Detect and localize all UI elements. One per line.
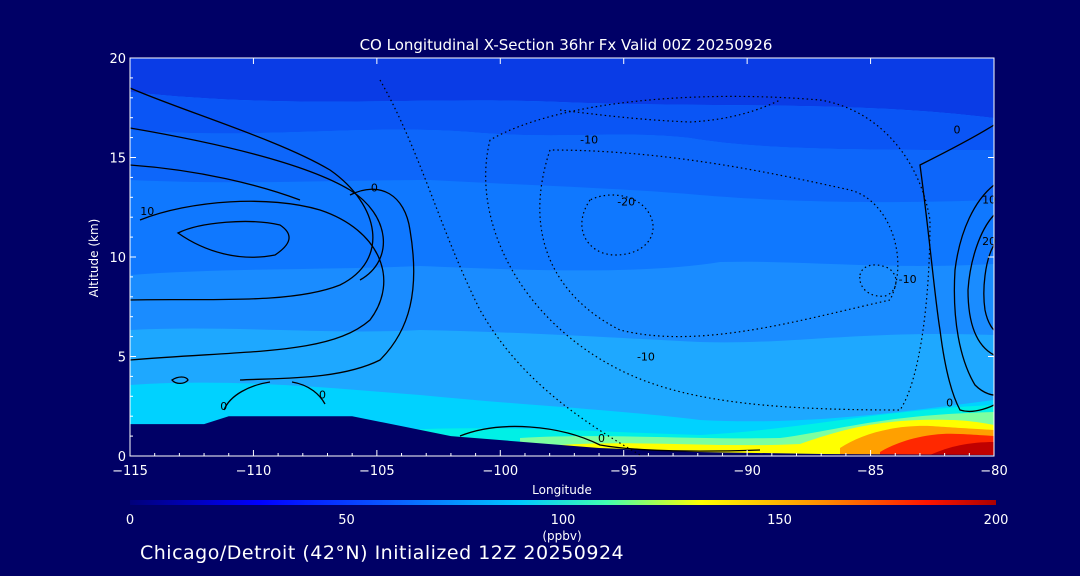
contour-surface-zero: [459, 425, 761, 452]
contour-east-inner-2: [967, 214, 994, 356]
colorbar-ticks: 0 50 100 150 200: [126, 513, 1009, 528]
contour-label: 0: [953, 124, 960, 137]
y-tick-label: 0: [118, 450, 126, 465]
contour-lines-negative: [379, 79, 931, 456]
footer-caption: Chicago/Detroit (42°N) Initialized 12Z 2…: [140, 542, 625, 564]
contour-neg-3: [539, 149, 899, 338]
contour-label: 10: [140, 205, 154, 218]
contour-label: 0: [598, 432, 605, 445]
contour-surface-left-2: [291, 381, 326, 405]
x-tick-label: −85: [857, 464, 884, 479]
contour-neg-top: [559, 99, 781, 123]
contour-label: -10: [637, 350, 655, 363]
x-tick-label: −100: [482, 464, 518, 479]
contour-lines: [130, 87, 994, 452]
contour-label: 0: [220, 400, 227, 413]
x-tick-label: −105: [359, 464, 395, 479]
field-band-surface-darkred: [930, 442, 994, 456]
contour-label: -20: [617, 195, 635, 208]
contour-labels: 10 0 -10 -20 -10 -10 0 10 20 0 0 0 0: [140, 124, 996, 445]
contour-east-inner-3: [983, 244, 994, 331]
contour-neg-20-east: [859, 264, 897, 297]
y-tick-label: 20: [109, 52, 126, 67]
contour-label: 0: [319, 388, 326, 401]
x-tick-label: −95: [610, 464, 637, 479]
contour-ten-inner: [176, 220, 290, 258]
contour-small-loop: [171, 376, 189, 385]
contour-zero-east-outer: [919, 124, 994, 412]
contour-neg-2: [485, 95, 931, 411]
y-tick-label: 10: [109, 251, 126, 266]
x-axis: −115 −110 −105 −100 −95 −90 −85 −80: [112, 58, 1008, 479]
contour-ten-left: [130, 200, 385, 361]
colorbar-tick-label: 200: [984, 513, 1009, 528]
colorbar-tick-label: 150: [767, 513, 792, 528]
y-tick-label: 15: [109, 152, 126, 167]
contour-neg-20: [581, 194, 654, 256]
field-band-upper: [130, 92, 994, 150]
contour-east-inner-1: [953, 184, 994, 396]
field-band-low-co-top: [130, 58, 994, 118]
contour-positive-2: [130, 127, 384, 281]
x-tick-label: −80: [980, 464, 1007, 479]
y-axis-label: Altitude (km): [87, 219, 101, 298]
x-axis-label: Longitude: [532, 483, 592, 497]
contour-positive-3: [130, 164, 301, 201]
colorbar-unit-label: (ppbv): [542, 529, 581, 543]
colorbar-tick-label: 0: [126, 513, 134, 528]
contour-neg-outer: [379, 79, 641, 456]
y-tick-label: 5: [118, 351, 126, 366]
contour-label: 0: [371, 181, 378, 194]
colorbar-tick-label: 50: [338, 513, 355, 528]
contour-label: 20: [982, 235, 996, 248]
colorbar: [130, 500, 996, 505]
contour-label: -10: [899, 273, 917, 286]
terrain-mask: [130, 416, 994, 457]
contour-label: 0: [946, 396, 953, 409]
chart-title: CO Longitudinal X-Section 36hr Fx Valid …: [360, 36, 773, 54]
contour-zero-west: [239, 188, 415, 381]
contour-label: 10: [982, 193, 996, 206]
x-tick-label: −110: [236, 464, 272, 479]
x-tick-label: −115: [112, 464, 148, 479]
contour-label: -10: [580, 134, 598, 147]
field-band-upper-mid: [130, 129, 994, 203]
y-axis: 0 5 10 15 20: [109, 52, 994, 465]
contour-surface-left-1: [223, 381, 271, 411]
contour-positive-1: [130, 87, 374, 301]
colorbar-tick-label: 100: [551, 513, 576, 528]
x-tick-label: −90: [733, 464, 760, 479]
